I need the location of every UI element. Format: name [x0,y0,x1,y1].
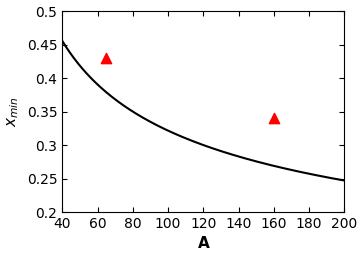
Point [103,56,109,60]
X-axis label: A: A [197,236,209,251]
Y-axis label: $x_{min}$: $x_{min}$ [5,96,21,127]
Point [271,116,277,120]
